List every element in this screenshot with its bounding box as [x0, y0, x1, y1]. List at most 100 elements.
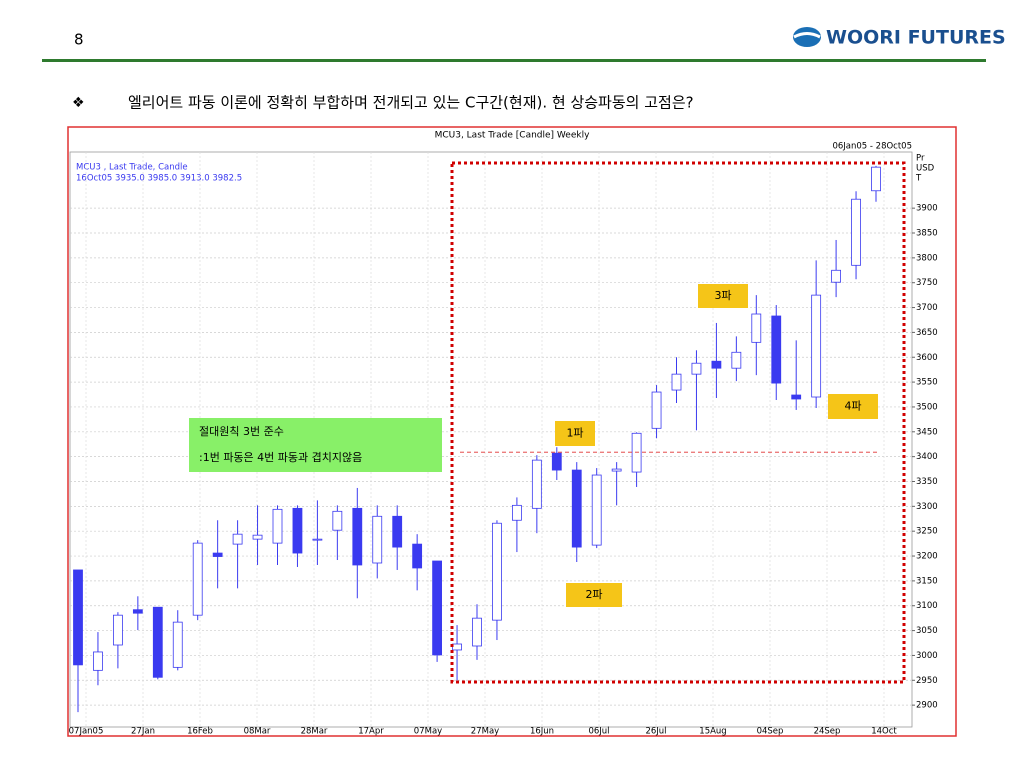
- candle-body: [392, 515, 403, 548]
- candle-body: [831, 269, 841, 283]
- candle-body: [791, 394, 802, 400]
- candle-body: [811, 294, 822, 398]
- x-tick-label: 27Jan: [131, 727, 155, 737]
- legend-line: 16Oct05 3935.0 3985.0 3913.0 3982.5: [76, 174, 242, 184]
- candle-body: [851, 198, 861, 266]
- x-tick-label: 26Jul: [645, 727, 666, 737]
- annotation-box: [189, 418, 442, 472]
- y-tick-label: 3900: [916, 204, 938, 214]
- candle-body: [452, 643, 462, 651]
- candle-body: [512, 504, 522, 521]
- y-tick-label: 3300: [916, 502, 938, 512]
- candle-body: [232, 533, 243, 545]
- x-tick-label: 14Oct: [871, 727, 897, 737]
- y-tick-label: 3500: [916, 402, 938, 412]
- y-tick-label: 3350: [916, 477, 938, 487]
- chart-title: MCU3, Last Trade [Candle] Weekly: [435, 131, 590, 141]
- y-tick-label: 3200: [916, 552, 938, 562]
- heading: 엘리어트 파동 이론에 정확히 부합하며 전개되고 있는 C구간(현재). 현 …: [128, 94, 694, 112]
- legend-line: MCU3 , Last Trade, Candle: [76, 163, 188, 173]
- candle-body: [152, 606, 163, 678]
- x-tick-label: 27May: [471, 727, 499, 737]
- candle-body: [492, 522, 502, 621]
- annotation-text: 2파: [585, 588, 602, 601]
- candle-body: [312, 538, 323, 541]
- y-tick-label: 3750: [916, 278, 938, 288]
- candle-body: [93, 651, 103, 671]
- candle-body: [432, 560, 443, 656]
- candle-body: [571, 469, 582, 548]
- candle-body: [332, 510, 343, 531]
- x-tick-label: 06Jul: [588, 727, 609, 737]
- y-axis-label: USD: [916, 164, 935, 174]
- annotation-text: 4파: [844, 400, 861, 413]
- candle-body: [591, 474, 602, 546]
- x-tick-label: 07Jan05: [69, 727, 104, 737]
- plot-area: [69, 151, 913, 728]
- y-axis-label: T: [915, 174, 922, 184]
- x-tick-label: 15Aug: [699, 727, 726, 737]
- candle-body: [132, 609, 143, 614]
- y-tick-label: 3800: [916, 253, 938, 263]
- candle-body: [113, 614, 123, 646]
- logo-icon: [793, 27, 821, 47]
- y-tick-label: 3050: [916, 626, 938, 636]
- annotation-text: 1파: [566, 427, 583, 440]
- candle-body: [631, 432, 642, 473]
- y-axis-label: Pr: [916, 154, 925, 164]
- candle-body: [691, 362, 702, 375]
- y-tick-label: 3000: [916, 651, 938, 661]
- annotation-text: :1번 파동은 4번 파동과 겹치지않음: [199, 451, 362, 464]
- candle-body: [73, 569, 83, 666]
- candle-body: [252, 534, 263, 540]
- x-tick-label: 24Sep: [814, 727, 841, 737]
- y-tick-label: 3100: [916, 601, 938, 611]
- candle-body: [731, 351, 742, 369]
- candle-body: [212, 552, 223, 557]
- y-tick-label: 3250: [916, 527, 938, 537]
- x-tick-label: 16Jun: [530, 727, 554, 737]
- x-tick-label: 16Feb: [187, 727, 213, 737]
- annotation-text: 절대원칙 3번 준수: [199, 425, 284, 438]
- candle-body: [611, 468, 622, 472]
- y-tick-label: 3150: [916, 576, 938, 586]
- y-tick-label: 3700: [916, 303, 938, 313]
- candle-body: [472, 617, 482, 647]
- candle-body: [292, 507, 303, 554]
- logo-text: WOORI FUTURES: [826, 27, 1006, 49]
- annotation-box: [828, 394, 878, 419]
- annotation-box: [698, 284, 748, 308]
- logo: WOORI FUTURES: [793, 27, 1006, 49]
- candle-body: [192, 542, 203, 616]
- candle-body: [352, 507, 363, 566]
- candle-body: [751, 313, 762, 343]
- candle-body: [771, 315, 782, 384]
- x-tick-label: 07May: [414, 727, 442, 737]
- candle-body: [172, 621, 183, 668]
- candle-body: [551, 452, 562, 471]
- y-tick-label: 3550: [916, 378, 938, 388]
- y-tick-label: 3400: [916, 452, 938, 462]
- page-number: 8: [74, 31, 84, 49]
- candle-body: [671, 373, 682, 391]
- y-tick-label: 3850: [916, 229, 938, 239]
- x-tick-label: 04Sep: [757, 727, 784, 737]
- annotation-box: [566, 583, 622, 607]
- candle-body: [272, 508, 283, 544]
- annotation-box: [555, 421, 595, 446]
- x-tick-label: 28Mar: [301, 727, 328, 737]
- candle-body: [531, 459, 542, 509]
- y-tick-label: 2900: [916, 701, 938, 711]
- candle-body: [372, 515, 383, 564]
- y-tick-label: 3600: [916, 353, 938, 363]
- x-tick-label: 08Mar: [244, 727, 271, 737]
- header-rule: [42, 59, 986, 62]
- candle-body: [412, 543, 423, 569]
- y-tick-label: 3450: [916, 427, 938, 437]
- candle-body: [711, 360, 722, 369]
- c-wave-box: [450, 161, 906, 684]
- y-tick-label: 3650: [916, 328, 938, 338]
- candle-body: [651, 391, 662, 429]
- logo-icon-stripe: [793, 32, 821, 39]
